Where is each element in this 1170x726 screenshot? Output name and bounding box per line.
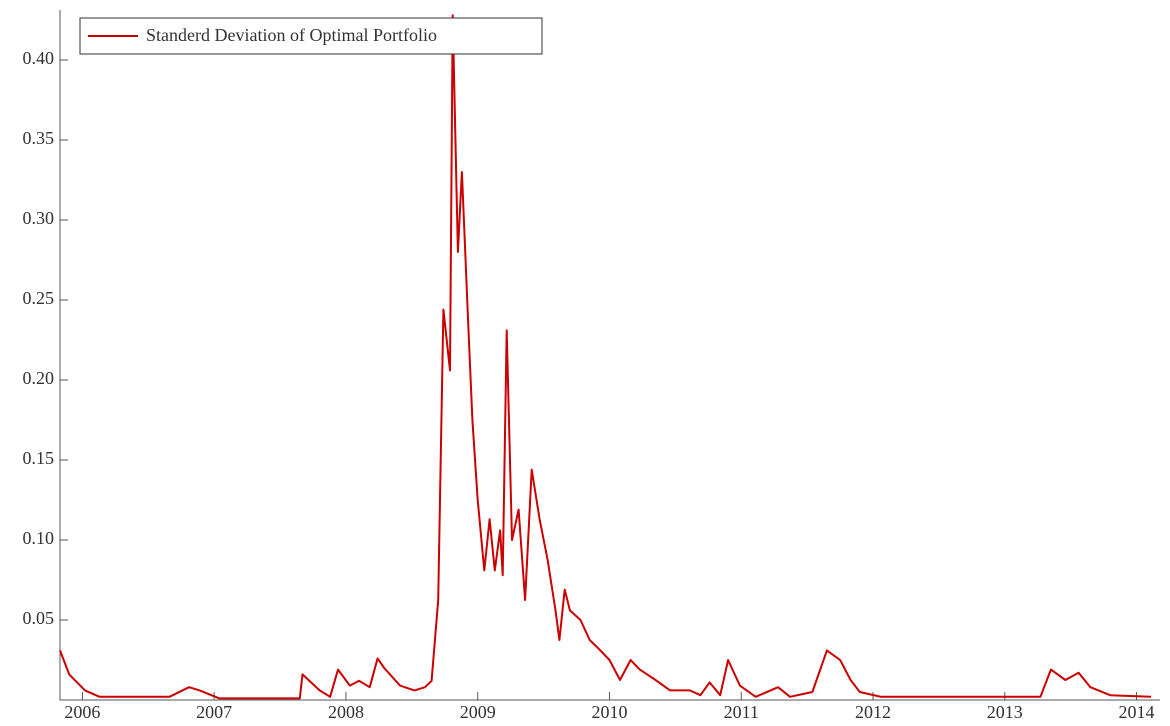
x-tick-label: 2006 xyxy=(64,702,100,722)
y-tick-label: 0.15 xyxy=(23,448,55,468)
y-tick-label: 0.40 xyxy=(23,48,55,68)
x-tick-label: 2007 xyxy=(196,702,232,722)
y-tick-label: 0.35 xyxy=(23,128,55,148)
x-tick-label: 2009 xyxy=(460,702,496,722)
y-tick-label: 0.20 xyxy=(23,368,55,388)
x-tick-label: 2010 xyxy=(591,702,627,722)
x-tick-label: 2014 xyxy=(1119,702,1155,722)
x-tick-label: 2008 xyxy=(328,702,364,722)
y-tick-label: 0.25 xyxy=(23,288,55,308)
y-tick-label: 0.05 xyxy=(23,608,55,628)
series-line xyxy=(59,14,1152,700)
x-tick-label: 2011 xyxy=(724,702,759,722)
legend-box xyxy=(79,17,543,55)
x-tick-label: 2013 xyxy=(987,702,1023,722)
legend-label: Standerd Deviation of Optimal Portfolio xyxy=(146,25,437,45)
y-tick-label: 0.30 xyxy=(23,208,55,228)
y-tick-label: 0.10 xyxy=(23,528,55,548)
x-tick-label: 2012 xyxy=(855,702,891,722)
